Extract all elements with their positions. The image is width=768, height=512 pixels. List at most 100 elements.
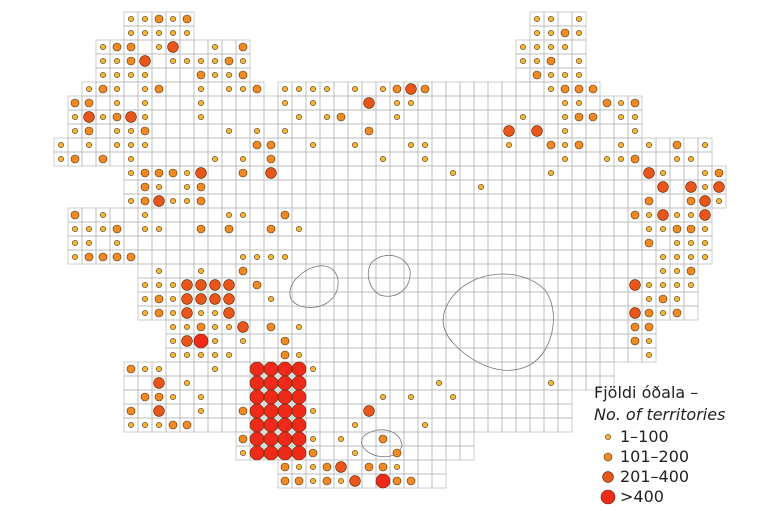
- grid-cell: [529, 333, 545, 349]
- grid-cell: [375, 445, 391, 461]
- grid-cell: [235, 179, 251, 195]
- grid-cell: [445, 95, 461, 111]
- grid-cell: [487, 137, 503, 153]
- territory-dot: [506, 142, 512, 148]
- territory-dot: [408, 394, 414, 400]
- grid-cell: [473, 305, 489, 321]
- grid-cell: [347, 305, 363, 321]
- grid-cell: [515, 319, 531, 335]
- grid-cell: [221, 165, 237, 181]
- grid-cell: [445, 263, 461, 279]
- grid-cell: [445, 305, 461, 321]
- grid-cell: [599, 305, 615, 321]
- grid-cell: [319, 305, 335, 321]
- territory-dot: [674, 212, 680, 218]
- grid-cell: [221, 109, 237, 125]
- grid-cell: [459, 95, 475, 111]
- grid-cell: [389, 361, 405, 377]
- grid-cell: [319, 95, 335, 111]
- territory-dot: [394, 100, 400, 106]
- grid-cell: [193, 417, 209, 433]
- territory-dot: [249, 431, 265, 447]
- grid-cell: [487, 403, 503, 419]
- grid-cell: [571, 179, 587, 195]
- grid-cell: [319, 179, 335, 195]
- grid-cell: [529, 193, 545, 209]
- grid-cell: [515, 137, 531, 153]
- legend-dot: [602, 471, 614, 483]
- territory-dot: [249, 445, 265, 461]
- territory-dot: [184, 380, 190, 386]
- grid-cell: [81, 151, 97, 167]
- territory-dot: [196, 182, 206, 192]
- grid-cell: [501, 221, 517, 237]
- grid-cell: [557, 53, 573, 69]
- territory-dot: [252, 280, 262, 290]
- grid-cell: [95, 123, 111, 139]
- grid-cell: [333, 445, 349, 461]
- territory-dot: [263, 361, 279, 377]
- territory-dot: [154, 84, 164, 94]
- grid-cell: [221, 235, 237, 251]
- grid-cell: [291, 193, 307, 209]
- territory-dot: [142, 142, 148, 148]
- grid-cell: [417, 263, 433, 279]
- grid-cell: [571, 151, 587, 167]
- glacier: [361, 429, 403, 458]
- grid-cell: [263, 109, 279, 125]
- grid-cell: [557, 305, 573, 321]
- territory-dot: [336, 112, 346, 122]
- grid-cell: [473, 137, 489, 153]
- grid-cell: [515, 291, 531, 307]
- grid-cell: [389, 403, 405, 419]
- territory-dot: [142, 114, 148, 120]
- territory-dot: [277, 389, 293, 405]
- grid-cell: [585, 95, 601, 111]
- territory-dot: [181, 279, 193, 291]
- territory-dot: [226, 212, 232, 218]
- grid-cell: [291, 151, 307, 167]
- grid-cell: [585, 347, 601, 363]
- grid-cell: [165, 249, 181, 265]
- territory-dot: [562, 100, 568, 106]
- grid-cell: [515, 165, 531, 181]
- grid-cell: [207, 207, 223, 223]
- grid-cell: [459, 81, 475, 97]
- grid-cell: [627, 347, 643, 363]
- grid-cell: [445, 431, 461, 447]
- grid-cell: [305, 333, 321, 349]
- territory-dot: [86, 240, 92, 246]
- territory-dot: [58, 156, 64, 162]
- grid-cell: [501, 151, 517, 167]
- grid-cell: [291, 123, 307, 139]
- grid-cell: [529, 389, 545, 405]
- grid-cell: [333, 347, 349, 363]
- grid-cell: [389, 179, 405, 195]
- territory-dot: [478, 184, 484, 190]
- grid-cell: [557, 347, 573, 363]
- territory-dot: [170, 310, 176, 316]
- territory-dot: [422, 142, 428, 148]
- territory-dot: [630, 154, 640, 164]
- grid-cell: [165, 123, 181, 139]
- territory-dot: [167, 41, 179, 53]
- grid-cell: [515, 403, 531, 419]
- grid-cell: [417, 221, 433, 237]
- territory-dot: [576, 100, 582, 106]
- grid-cell: [557, 221, 573, 237]
- grid-cell: [445, 137, 461, 153]
- territory-dot: [548, 380, 554, 386]
- grid-cell: [431, 95, 447, 111]
- grid-cell: [599, 277, 615, 293]
- grid-cell: [151, 95, 167, 111]
- grid-cell: [515, 81, 531, 97]
- grid-cell: [235, 235, 251, 251]
- grid-cell: [333, 249, 349, 265]
- grid-cell: [613, 277, 629, 293]
- territory-dot: [277, 431, 293, 447]
- grid-cell: [403, 249, 419, 265]
- grid-cell: [333, 389, 349, 405]
- grid-cell: [487, 263, 503, 279]
- grid-cell: [543, 347, 559, 363]
